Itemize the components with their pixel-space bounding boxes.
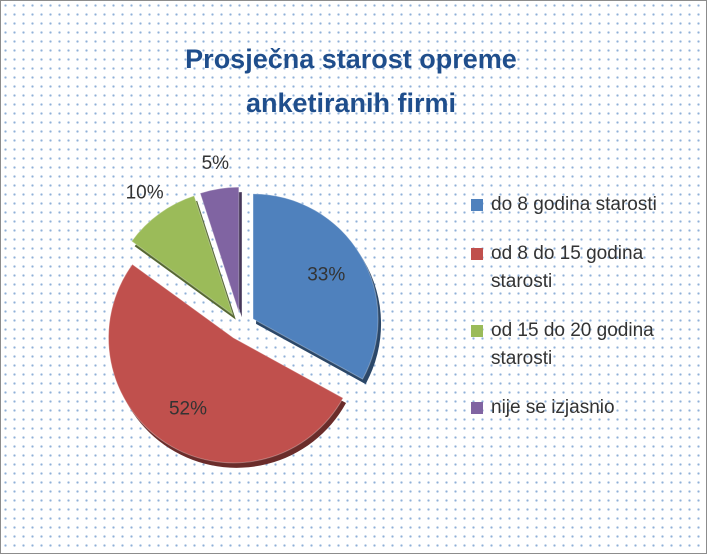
legend-item: od 8 do 15 godina starosti <box>471 240 696 296</box>
legend-item: nije se izjasnio <box>471 394 696 422</box>
legend-swatch <box>471 325 483 337</box>
data-label: 33% <box>307 265 345 286</box>
legend-label: nije se izjasnio <box>491 397 615 418</box>
legend-swatch <box>471 402 483 414</box>
slice <box>199 186 240 313</box>
legend-label: od 15 do 20 godina starosti <box>491 320 654 369</box>
legend: do 8 godina starosti od 8 do 15 godina st… <box>471 191 696 443</box>
data-label: 52% <box>169 399 207 420</box>
slice <box>252 193 379 380</box>
data-label: 5% <box>202 153 230 174</box>
legend-label: od 8 do 15 godina starosti <box>491 243 644 292</box>
legend-item: od 15 do 20 godina starosti <box>471 317 696 373</box>
legend-label: do 8 godina starosti <box>491 194 657 215</box>
legend-item: do 8 godina starosti <box>471 191 696 219</box>
slice <box>130 195 234 316</box>
legend-swatch <box>471 199 483 211</box>
slice <box>108 263 344 464</box>
data-label: 10% <box>126 182 164 203</box>
chart-title: Prosječna starost opreme anketiranih fir… <box>185 44 517 118</box>
legend-swatch <box>471 248 483 260</box>
